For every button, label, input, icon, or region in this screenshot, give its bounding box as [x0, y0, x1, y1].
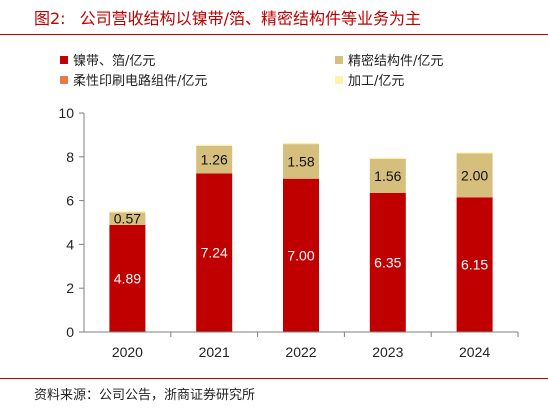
axes-layer: 2020 2021 2022 2023 2024 0 2 4 6 8 10 — [58, 105, 519, 360]
bar-segment-2020-s0 — [109, 224, 146, 332]
legend-item-flexible: 柔性印刷电路组件/亿元 — [60, 70, 207, 89]
figure-number: 图2: — [34, 9, 66, 28]
bar-segment-2024-s0 — [456, 197, 493, 332]
value-label-2020-s0: 4.89 — [114, 271, 141, 287]
value-label-2023-s1: 1.56 — [374, 168, 401, 184]
bar-segment-2020-s3 — [109, 211, 146, 213]
bar-segment-2023-s3 — [369, 157, 406, 159]
y-tick-label-2: 2 — [66, 280, 74, 296]
legend-swatch-precision — [335, 55, 343, 64]
legend-swatch-flexible — [60, 75, 68, 84]
figure-title-text: 公司营收结构以镍带/箔、精密结构件等业务为主 — [79, 9, 421, 28]
bar-segment-2024-s3 — [456, 152, 493, 154]
legend-item-precision: 精密结构件/亿元 — [335, 50, 443, 69]
title-bar — [0, 0, 548, 35]
bars-layer — [109, 143, 493, 332]
x-tick-label-2023: 2023 — [372, 344, 403, 360]
x-tick-label-2020: 2020 — [112, 344, 143, 360]
y-tick-label-10: 10 — [58, 105, 74, 121]
value-label-2024-s0: 6.15 — [461, 257, 488, 273]
legend-label-nickel: 镍带、箔/亿元 — [73, 54, 156, 69]
bar-segment-2022-s0 — [283, 178, 319, 332]
legend-swatch-nickel — [60, 55, 68, 64]
bar-segment-2021-s3 — [196, 144, 233, 146]
legend-swatch-processing — [335, 75, 343, 84]
legend-label-processing: 加工/亿元 — [348, 74, 405, 89]
bar-segment-2020-s1 — [109, 212, 146, 225]
x-tick-label-2021: 2021 — [199, 344, 230, 360]
value-label-2021-s1: 1.26 — [201, 152, 228, 168]
value-labels-layer: 4.89 0.57 7.24 1.26 7.00 1.58 6.35 1.56 6.15 2.00 — [114, 152, 489, 287]
bar-segment-2022-s3 — [283, 143, 319, 145]
value-label-2021-s0: 7.24 — [201, 245, 228, 261]
bar-segment-2021-s1 — [196, 145, 233, 174]
legend-label-precision: 精密结构件/亿元 — [348, 54, 444, 69]
bar-segment-2023-s0 — [369, 192, 406, 332]
bar-segment-2024-s1 — [456, 153, 493, 198]
figure-title: 图2: 公司营收结构以镍带/箔、精密结构件等业务为主 — [34, 5, 421, 29]
y-tick-label-4: 4 — [66, 236, 74, 252]
legend-item-nickel: 镍带、箔/亿元 — [60, 50, 155, 69]
y-tick-label-0: 0 — [66, 324, 74, 340]
value-label-2020-s1: 0.57 — [114, 211, 141, 227]
legend-label-flexible: 柔性印刷电路组件/亿元 — [73, 74, 208, 89]
bar-segment-2023-s1 — [369, 158, 406, 193]
y-tick-label-6: 6 — [66, 193, 74, 209]
value-label-2024-s1: 2.00 — [461, 167, 488, 183]
x-tick-label-2022: 2022 — [285, 344, 316, 360]
y-tick-label-8: 8 — [66, 149, 74, 165]
source-note: 资料来源：公司公告，浙商证券研究所 — [34, 388, 256, 403]
value-label-2022-s0: 7.00 — [287, 247, 314, 263]
value-label-2023-s0: 6.35 — [374, 255, 401, 271]
x-tick-label-2024: 2024 — [459, 344, 490, 360]
bar-segment-2021-s0 — [196, 173, 233, 332]
bar-segment-2022-s1 — [283, 144, 319, 179]
legend-item-processing: 加工/亿元 — [335, 70, 404, 89]
source-divider — [0, 378, 548, 379]
value-label-2022-s1: 1.58 — [287, 153, 314, 169]
